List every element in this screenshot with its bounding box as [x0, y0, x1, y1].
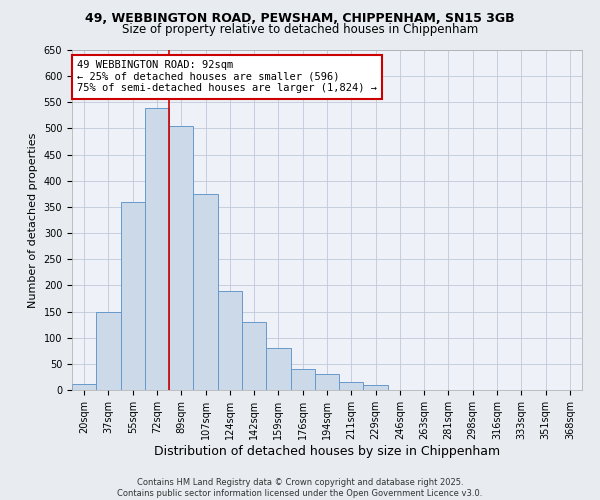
Bar — [193, 194, 218, 390]
Bar — [72, 384, 96, 390]
Bar — [266, 348, 290, 390]
Bar — [218, 290, 242, 390]
Bar — [96, 312, 121, 390]
Bar — [290, 369, 315, 390]
Text: Contains HM Land Registry data © Crown copyright and database right 2025.
Contai: Contains HM Land Registry data © Crown c… — [118, 478, 482, 498]
Bar — [339, 382, 364, 390]
Y-axis label: Number of detached properties: Number of detached properties — [28, 132, 38, 308]
Bar — [169, 126, 193, 390]
Text: 49, WEBBINGTON ROAD, PEWSHAM, CHIPPENHAM, SN15 3GB: 49, WEBBINGTON ROAD, PEWSHAM, CHIPPENHAM… — [85, 12, 515, 26]
X-axis label: Distribution of detached houses by size in Chippenham: Distribution of detached houses by size … — [154, 444, 500, 458]
Bar — [364, 385, 388, 390]
Bar — [315, 374, 339, 390]
Text: Size of property relative to detached houses in Chippenham: Size of property relative to detached ho… — [122, 22, 478, 36]
Text: 49 WEBBINGTON ROAD: 92sqm
← 25% of detached houses are smaller (596)
75% of semi: 49 WEBBINGTON ROAD: 92sqm ← 25% of detac… — [77, 60, 377, 94]
Bar — [242, 322, 266, 390]
Bar — [145, 108, 169, 390]
Bar — [121, 202, 145, 390]
